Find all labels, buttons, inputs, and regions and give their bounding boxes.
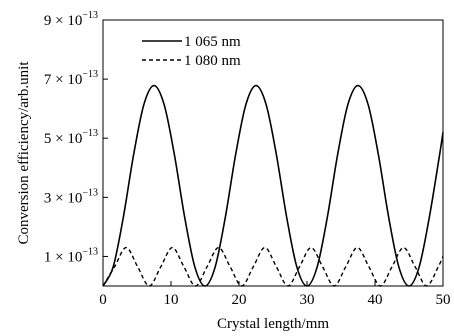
- y-axis-title: Conversion efficiency/arb.unit: [16, 61, 32, 245]
- y-tick-label: 7 × 10−13: [44, 69, 98, 88]
- x-axis: 0 10 20 30 40 50: [99, 281, 451, 308]
- y-tick-label: 9 × 10−13: [44, 10, 98, 29]
- legend: 1 065 nm 1 080 nm: [142, 34, 241, 69]
- legend-label-1065nm: 1 065 nm: [184, 34, 241, 50]
- series-line-1080nm: [102, 246, 444, 287]
- x-axis-title: Crystal length/mm: [217, 316, 329, 332]
- y-tick-label: 5 × 10−13: [44, 128, 98, 147]
- x-tick-label: 50: [436, 292, 451, 308]
- legend-label-1080nm: 1 080 nm: [184, 53, 241, 69]
- series-line-1065nm: [102, 84, 444, 287]
- x-tick-label: 0: [99, 292, 107, 308]
- x-tick-label: 10: [164, 292, 179, 308]
- x-tick-label: 20: [232, 292, 247, 308]
- series-layer: [102, 84, 444, 287]
- y-tick-label: 3 × 10−13: [44, 187, 98, 206]
- plot-frame: [102, 19, 444, 287]
- y-tick-label: 1 × 10−13: [44, 246, 98, 265]
- x-tick-label: 40: [368, 292, 383, 308]
- x-tick-label: 30: [300, 292, 315, 308]
- y-axis: 1 × 10−13 3 × 10−13 5 × 10−13 7 × 10−13 9 × …: [44, 10, 108, 265]
